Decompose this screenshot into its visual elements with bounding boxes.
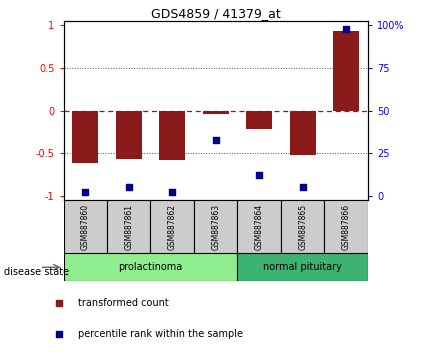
Point <box>343 26 350 32</box>
Bar <box>246 110 272 129</box>
Text: GSM887862: GSM887862 <box>168 204 177 250</box>
Point <box>125 184 132 190</box>
Bar <box>72 110 98 164</box>
Text: GSM887865: GSM887865 <box>298 204 307 250</box>
Text: GSM887860: GSM887860 <box>81 204 90 250</box>
Bar <box>203 110 229 114</box>
Text: percentile rank within the sample: percentile rank within the sample <box>78 329 244 339</box>
Bar <box>325 200 368 253</box>
Text: GSM887864: GSM887864 <box>255 204 264 250</box>
Text: normal pituitary: normal pituitary <box>263 262 342 272</box>
Point <box>82 189 89 195</box>
Text: transformed count: transformed count <box>78 298 169 308</box>
Title: GDS4859 / 41379_at: GDS4859 / 41379_at <box>151 7 281 20</box>
Bar <box>159 110 185 160</box>
Bar <box>64 200 107 253</box>
Bar <box>116 110 142 159</box>
Bar <box>194 200 237 253</box>
Bar <box>290 110 316 155</box>
Point <box>256 172 263 178</box>
Text: disease state: disease state <box>4 267 70 276</box>
Bar <box>237 253 368 281</box>
Text: prolactinoma: prolactinoma <box>118 262 183 272</box>
Text: GSM887861: GSM887861 <box>124 204 133 250</box>
Bar <box>333 32 359 110</box>
Point <box>169 189 176 195</box>
Text: GSM887863: GSM887863 <box>211 204 220 250</box>
Bar <box>281 200 325 253</box>
Point <box>299 184 306 190</box>
Bar <box>237 200 281 253</box>
Point <box>373 136 380 141</box>
Bar <box>64 253 237 281</box>
Text: GSM887866: GSM887866 <box>342 204 351 250</box>
Bar <box>107 200 151 253</box>
Bar <box>151 200 194 253</box>
Point <box>212 137 219 142</box>
